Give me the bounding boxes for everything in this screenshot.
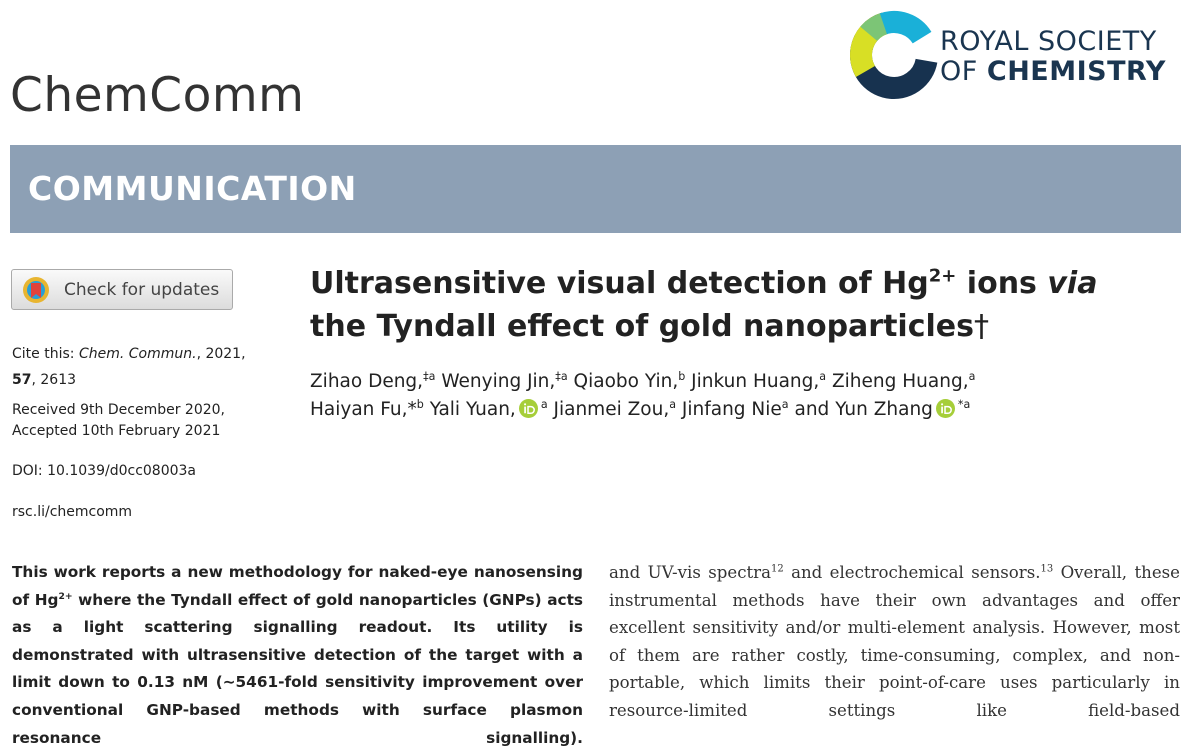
article-title: Ultrasensitive visual detection of Hg2+ … xyxy=(310,262,1097,348)
button-label: Check for updates xyxy=(64,280,220,300)
author-affiliation: b xyxy=(678,369,686,383)
check-updates-button[interactable]: Check for updates xyxy=(11,269,233,310)
journal-url[interactable]: rsc.li/chemcomm xyxy=(12,504,133,520)
reference: 12 xyxy=(771,563,784,575)
author-name: Haiyan Fu,* xyxy=(310,399,417,420)
reference: 13 xyxy=(1040,563,1054,575)
author-affiliation: ‡a xyxy=(423,369,436,383)
banner-text: COMMUNICATION xyxy=(28,169,357,208)
publisher-name: ROYAL SOCIETY xyxy=(940,26,1157,57)
body-text: and UV-vis spectra12 and electrochemical… xyxy=(609,559,1180,725)
abstract: This work reports a new methodology for … xyxy=(12,559,583,752)
authors: Zihao Deng,‡a Wenying Jin,‡a Qiaobo Yin,… xyxy=(310,368,975,424)
title-text: ions xyxy=(956,266,1048,301)
orcid-icon[interactable] xyxy=(518,399,538,418)
body-part: Overall, these instrumental methods have… xyxy=(609,563,1180,720)
pages: , 2613 xyxy=(31,372,77,388)
cite-year: , 2021, xyxy=(196,346,246,362)
author-affiliation: a xyxy=(540,397,548,411)
publisher-word: CHEMISTRY xyxy=(986,56,1166,87)
body-part: and UV-vis spectra xyxy=(609,563,771,582)
author-name: Yun Zhang xyxy=(835,399,933,420)
citation: Cite this: Chem. Commun., 2021, xyxy=(12,346,246,362)
conjunction: and xyxy=(794,399,830,420)
publisher-name: OF CHEMISTRY xyxy=(940,56,1166,87)
abstract-sup: 2+ xyxy=(58,590,73,602)
author-affiliation: a xyxy=(669,397,677,411)
abstract-text: This work reports a new methodology for … xyxy=(12,563,583,609)
cite-journal: Chem. Commun. xyxy=(78,346,197,362)
cite-label: Cite this: xyxy=(12,346,75,362)
received: Received 9th December 2020, xyxy=(12,402,225,418)
updates-icon xyxy=(23,277,49,303)
author-affiliation: a xyxy=(781,397,789,411)
title-italic: via xyxy=(1047,266,1098,301)
title-text: the Tyndall effect of gold nanoparticles xyxy=(310,309,974,344)
author-name: Jinfang Nie xyxy=(681,399,782,420)
orcid-icon[interactable] xyxy=(935,399,955,418)
accepted: Accepted 10th February 2021 xyxy=(12,423,221,439)
doi: DOI: 10.1039/d0cc08003a xyxy=(12,463,197,479)
title-sup: 2+ xyxy=(928,265,957,287)
author-affiliation: a xyxy=(819,369,827,383)
abstract-text: where the Tyndall effect of gold nanopar… xyxy=(12,590,583,747)
author-name: Ziheng Huang, xyxy=(831,371,969,392)
author-name: Jinkun Huang, xyxy=(691,371,820,392)
rsc-logo xyxy=(850,11,938,99)
author-name: Qiaobo Yin, xyxy=(573,371,679,392)
publisher-word: OF xyxy=(940,56,978,87)
author-affiliation: b xyxy=(416,397,424,411)
banner: COMMUNICATION xyxy=(10,145,1181,233)
author-affiliation: a xyxy=(968,369,976,383)
volume: 57 xyxy=(12,372,32,388)
author-name: Yali Yuan, xyxy=(429,399,516,420)
author-name: Jianmei Zou, xyxy=(553,399,670,420)
author-name: Wenying Jin, xyxy=(441,371,556,392)
citation-volume: 57, 2613 xyxy=(12,372,76,388)
author-affiliation: *a xyxy=(957,397,971,411)
author-affiliation: ‡a xyxy=(555,369,568,383)
body-part: and electrochemical sensors. xyxy=(783,563,1041,582)
title-dagger: † xyxy=(973,309,989,344)
title-text: Ultrasensitive visual detection of Hg xyxy=(310,266,929,301)
page: ROYAL SOCIETY OF CHEMISTRY ChemComm COMM… xyxy=(10,11,1181,747)
author-name: Zihao Deng, xyxy=(310,371,424,392)
journal-name: ChemComm xyxy=(10,68,305,123)
